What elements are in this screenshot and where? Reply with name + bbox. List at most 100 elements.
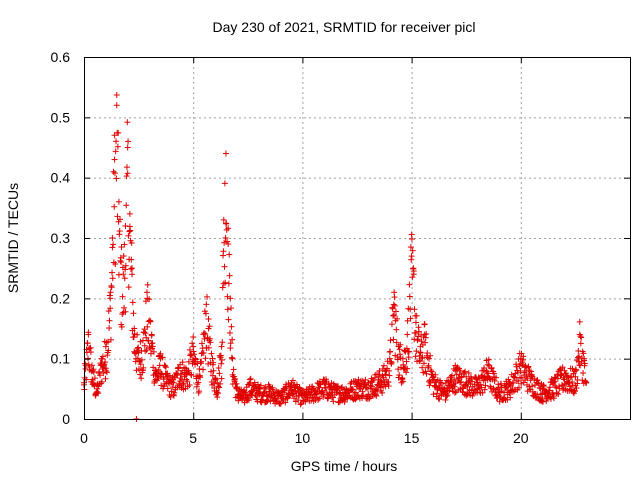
data-point-fill	[191, 351, 198, 358]
data-point-fill	[118, 323, 125, 330]
data-point-fill	[501, 389, 508, 396]
data-point-fill	[423, 370, 430, 377]
data-point	[391, 289, 398, 296]
data-point-fill	[201, 329, 208, 336]
data-point	[399, 355, 406, 362]
data-point-fill	[578, 334, 585, 341]
data-point	[157, 355, 164, 362]
data-point-fill	[436, 396, 443, 403]
data-point-fill	[204, 293, 211, 300]
data-point-fill	[192, 361, 199, 368]
data-point-fill	[143, 347, 150, 354]
data-point-fill	[412, 329, 419, 336]
data-point	[131, 325, 138, 332]
data-point	[386, 355, 393, 362]
data-point-fill	[190, 333, 197, 340]
data-point-fill	[316, 395, 323, 402]
data-point-fill	[391, 312, 398, 319]
data-point-fill	[109, 269, 116, 276]
data-point	[550, 379, 557, 386]
data-point	[170, 379, 177, 386]
data-point-fill	[362, 376, 369, 383]
data-point	[539, 385, 546, 392]
data-point-fill	[158, 382, 165, 389]
data-point-fill	[124, 119, 131, 126]
data-point-fill	[95, 390, 102, 397]
data-point-fill	[416, 358, 423, 365]
data-point-fill	[408, 235, 415, 242]
data-point-fill	[128, 256, 135, 263]
data-point-fill	[113, 91, 120, 98]
data-point-fill	[482, 382, 489, 389]
data-point-fill	[89, 362, 96, 369]
data-point-fill	[111, 203, 118, 210]
data-point-fill	[223, 220, 230, 227]
data-point-fill	[496, 392, 503, 399]
data-point-fill	[86, 345, 93, 352]
data-point-fill	[352, 396, 359, 403]
data-point-fill	[407, 315, 414, 322]
data-point-fill	[226, 251, 233, 258]
data-point-fill	[394, 356, 401, 363]
data-point-fill	[140, 364, 147, 371]
data-point	[517, 355, 524, 362]
data-point	[583, 379, 590, 386]
data-point-fill	[396, 372, 403, 379]
data-point-fill	[188, 372, 195, 379]
data-point-fill	[419, 354, 426, 361]
data-point	[190, 343, 197, 350]
data-point-fill	[521, 369, 528, 376]
chart-title: Day 230 of 2021, SRMTID for receiver pic…	[213, 19, 476, 35]
data-point-fill	[420, 360, 427, 367]
data-point-fill	[208, 368, 215, 375]
data-point-fill	[129, 299, 136, 306]
data-point-fill	[228, 305, 235, 312]
x-axis: 0 5 10 15 20	[80, 57, 529, 446]
data-point-fill	[409, 274, 416, 281]
data-point	[417, 343, 424, 350]
data-point-fill	[225, 225, 232, 232]
data-point-fill	[131, 330, 138, 337]
data-point	[113, 102, 120, 109]
data-point	[506, 379, 513, 386]
data-point-fill	[105, 308, 112, 315]
data-point	[124, 144, 131, 151]
data-point	[395, 343, 402, 350]
data-point-fill	[330, 398, 337, 405]
data-point-fill	[554, 375, 561, 382]
data-point-fill	[451, 383, 458, 390]
data-point-fill	[390, 301, 397, 308]
data-point-fill	[354, 392, 361, 399]
data-point-fill	[505, 376, 512, 383]
data-point-fill	[465, 369, 472, 376]
data-point-fill	[515, 384, 522, 391]
data-point-fill	[517, 367, 524, 374]
data-point	[109, 235, 116, 241]
data-point-fill	[463, 390, 470, 397]
data-point-fill	[421, 321, 428, 328]
data-point-fill	[87, 349, 94, 356]
data-point	[196, 373, 203, 380]
data-point	[332, 385, 339, 392]
data-point-fill	[525, 363, 532, 370]
data-point-fill	[225, 316, 232, 323]
data-point-fill	[548, 395, 555, 402]
data-point-fill	[451, 376, 458, 383]
data-point-fill	[209, 355, 216, 362]
data-point-fill	[481, 386, 488, 393]
data-point-fill	[103, 339, 110, 346]
data-point-fill	[435, 395, 442, 402]
data-point-fill	[527, 377, 534, 384]
data-point	[408, 253, 415, 260]
data-point-fill	[376, 367, 383, 374]
data-point-fill	[386, 372, 393, 379]
data-point-fill	[218, 356, 225, 363]
data-point-fill	[119, 293, 126, 300]
data-point-fill	[581, 360, 588, 367]
data-point-fill	[200, 349, 207, 356]
data-point-fill	[555, 391, 562, 398]
data-point-fill	[111, 170, 118, 177]
data-point	[430, 373, 437, 380]
data-point-fill	[121, 241, 128, 248]
data-point-fill	[223, 226, 230, 233]
